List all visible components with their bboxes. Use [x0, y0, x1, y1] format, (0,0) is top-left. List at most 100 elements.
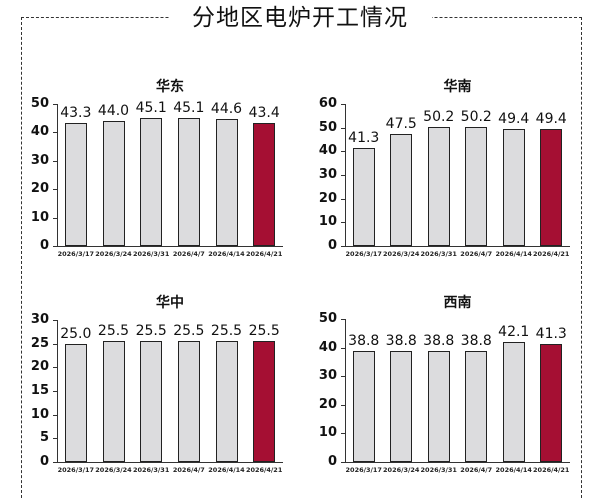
y-tick-label: 20: [318, 190, 337, 206]
x-category-label: 2026/4/21: [533, 250, 570, 258]
y-tick: [53, 438, 57, 440]
bar-value-label: 38.8: [460, 333, 492, 350]
y-tick: [341, 151, 345, 153]
bar: [352, 148, 375, 246]
y-tick-label: 5: [39, 430, 49, 446]
x-category-label: 2026/4/21: [533, 466, 570, 474]
x-category-label: 2026/3/17: [345, 250, 382, 258]
bar: [140, 341, 163, 462]
x-category-label: 2026/3/31: [420, 250, 457, 258]
page-title: 分地区电炉开工情况: [192, 5, 408, 31]
bar-value-label: 41.3: [348, 130, 380, 147]
y-tick: [341, 433, 345, 435]
y-tick: [53, 462, 57, 463]
bar: [215, 119, 238, 246]
bar: [390, 351, 413, 462]
y-tick: [341, 376, 345, 378]
y-tick-label: 0: [327, 454, 337, 469]
bar-value-label: 25.0: [60, 325, 92, 342]
x-category-label: 2026/3/24: [383, 466, 420, 474]
y-tick-label: 10: [318, 214, 337, 230]
bar: [177, 341, 200, 462]
bar-value-label: 50.2: [423, 109, 455, 126]
y-tick: [341, 104, 345, 105]
y-tick-label: 40: [318, 339, 337, 355]
bar-value-label: 38.8: [423, 333, 455, 350]
chart-title: 华中: [156, 295, 184, 311]
x-category-label: 2026/4/14: [208, 466, 245, 474]
y-tick-label: 50: [30, 96, 49, 111]
y-tick: [53, 132, 57, 134]
bar: [253, 341, 276, 462]
y-tick-label: 30: [30, 152, 49, 168]
y-tick-label: 40: [30, 124, 49, 140]
bar: [427, 127, 450, 246]
y-tick: [341, 222, 345, 224]
y-tick: [341, 404, 345, 406]
bar-value-label: 47.5: [385, 115, 417, 132]
x-axis: [345, 462, 570, 463]
bar: [465, 127, 488, 246]
bar-value-label: 43.4: [248, 104, 280, 121]
y-tick-label: 0: [39, 454, 49, 469]
y-tick-label: 15: [30, 383, 49, 398]
chart-title: 西南: [443, 295, 472, 311]
y-tick: [53, 391, 57, 392]
y-tick-label: 50: [318, 311, 337, 326]
x-axis: [57, 462, 283, 463]
chart-title: 华南: [443, 79, 472, 95]
y-axis: [57, 104, 58, 246]
x-category-label: 2026/4/14: [495, 466, 532, 474]
x-axis: [57, 246, 283, 247]
y-tick-label: 20: [318, 396, 337, 412]
y-tick: [53, 367, 57, 369]
bar: [140, 117, 163, 246]
x-category-label: 2026/4/7: [460, 250, 493, 258]
y-axis: [345, 319, 346, 462]
y-tick-label: 30: [318, 368, 337, 384]
y-axis: [57, 320, 58, 462]
x-category-label: 2026/3/31: [132, 250, 170, 258]
bar: [215, 341, 238, 462]
bar: [540, 343, 563, 462]
bar-value-label: 44.6: [210, 101, 243, 118]
x-axis: [345, 246, 570, 247]
y-tick-label: 0: [327, 238, 337, 253]
bar-value-label: 49.4: [535, 111, 567, 128]
bar: [102, 341, 125, 462]
bar: [502, 129, 525, 246]
bar: [427, 351, 450, 462]
x-category-label: 2026/3/24: [95, 466, 132, 474]
y-tick: [53, 320, 57, 321]
bar-value-label: 38.8: [385, 333, 417, 350]
y-tick: [341, 246, 345, 247]
x-category-label: 2026/3/17: [345, 466, 382, 474]
y-tick: [53, 160, 57, 162]
bar-value-label: 25.5: [97, 323, 130, 340]
x-category-label: 2026/3/24: [95, 250, 132, 258]
x-category-label: 2026/4/14: [495, 250, 532, 258]
y-tick-label: 10: [318, 425, 337, 441]
y-tick-label: 50: [318, 119, 337, 135]
y-tick-label: 30: [30, 312, 49, 327]
x-category-label: 2026/4/21: [245, 466, 283, 474]
y-tick-label: 10: [30, 406, 49, 422]
x-category-label: 2026/4/7: [172, 250, 205, 258]
y-tick: [53, 217, 57, 219]
x-category-label: 2026/3/31: [132, 466, 170, 474]
chart-title: 华东: [156, 79, 184, 95]
y-tick-label: 25: [30, 335, 49, 351]
x-category-label: 2026/3/24: [383, 250, 420, 258]
bar: [352, 351, 375, 462]
bar: [390, 133, 413, 246]
bar: [540, 129, 563, 246]
bar-value-label: 25.5: [210, 323, 243, 340]
y-tick: [341, 198, 345, 200]
x-category-label: 2026/4/7: [460, 466, 493, 474]
bar-value-label: 45.1: [135, 99, 167, 116]
bar-value-label: 25.5: [248, 323, 280, 340]
y-tick: [53, 189, 57, 191]
x-category-label: 2026/4/7: [172, 466, 205, 474]
y-tick-label: 10: [30, 209, 49, 225]
bar: [64, 123, 87, 246]
